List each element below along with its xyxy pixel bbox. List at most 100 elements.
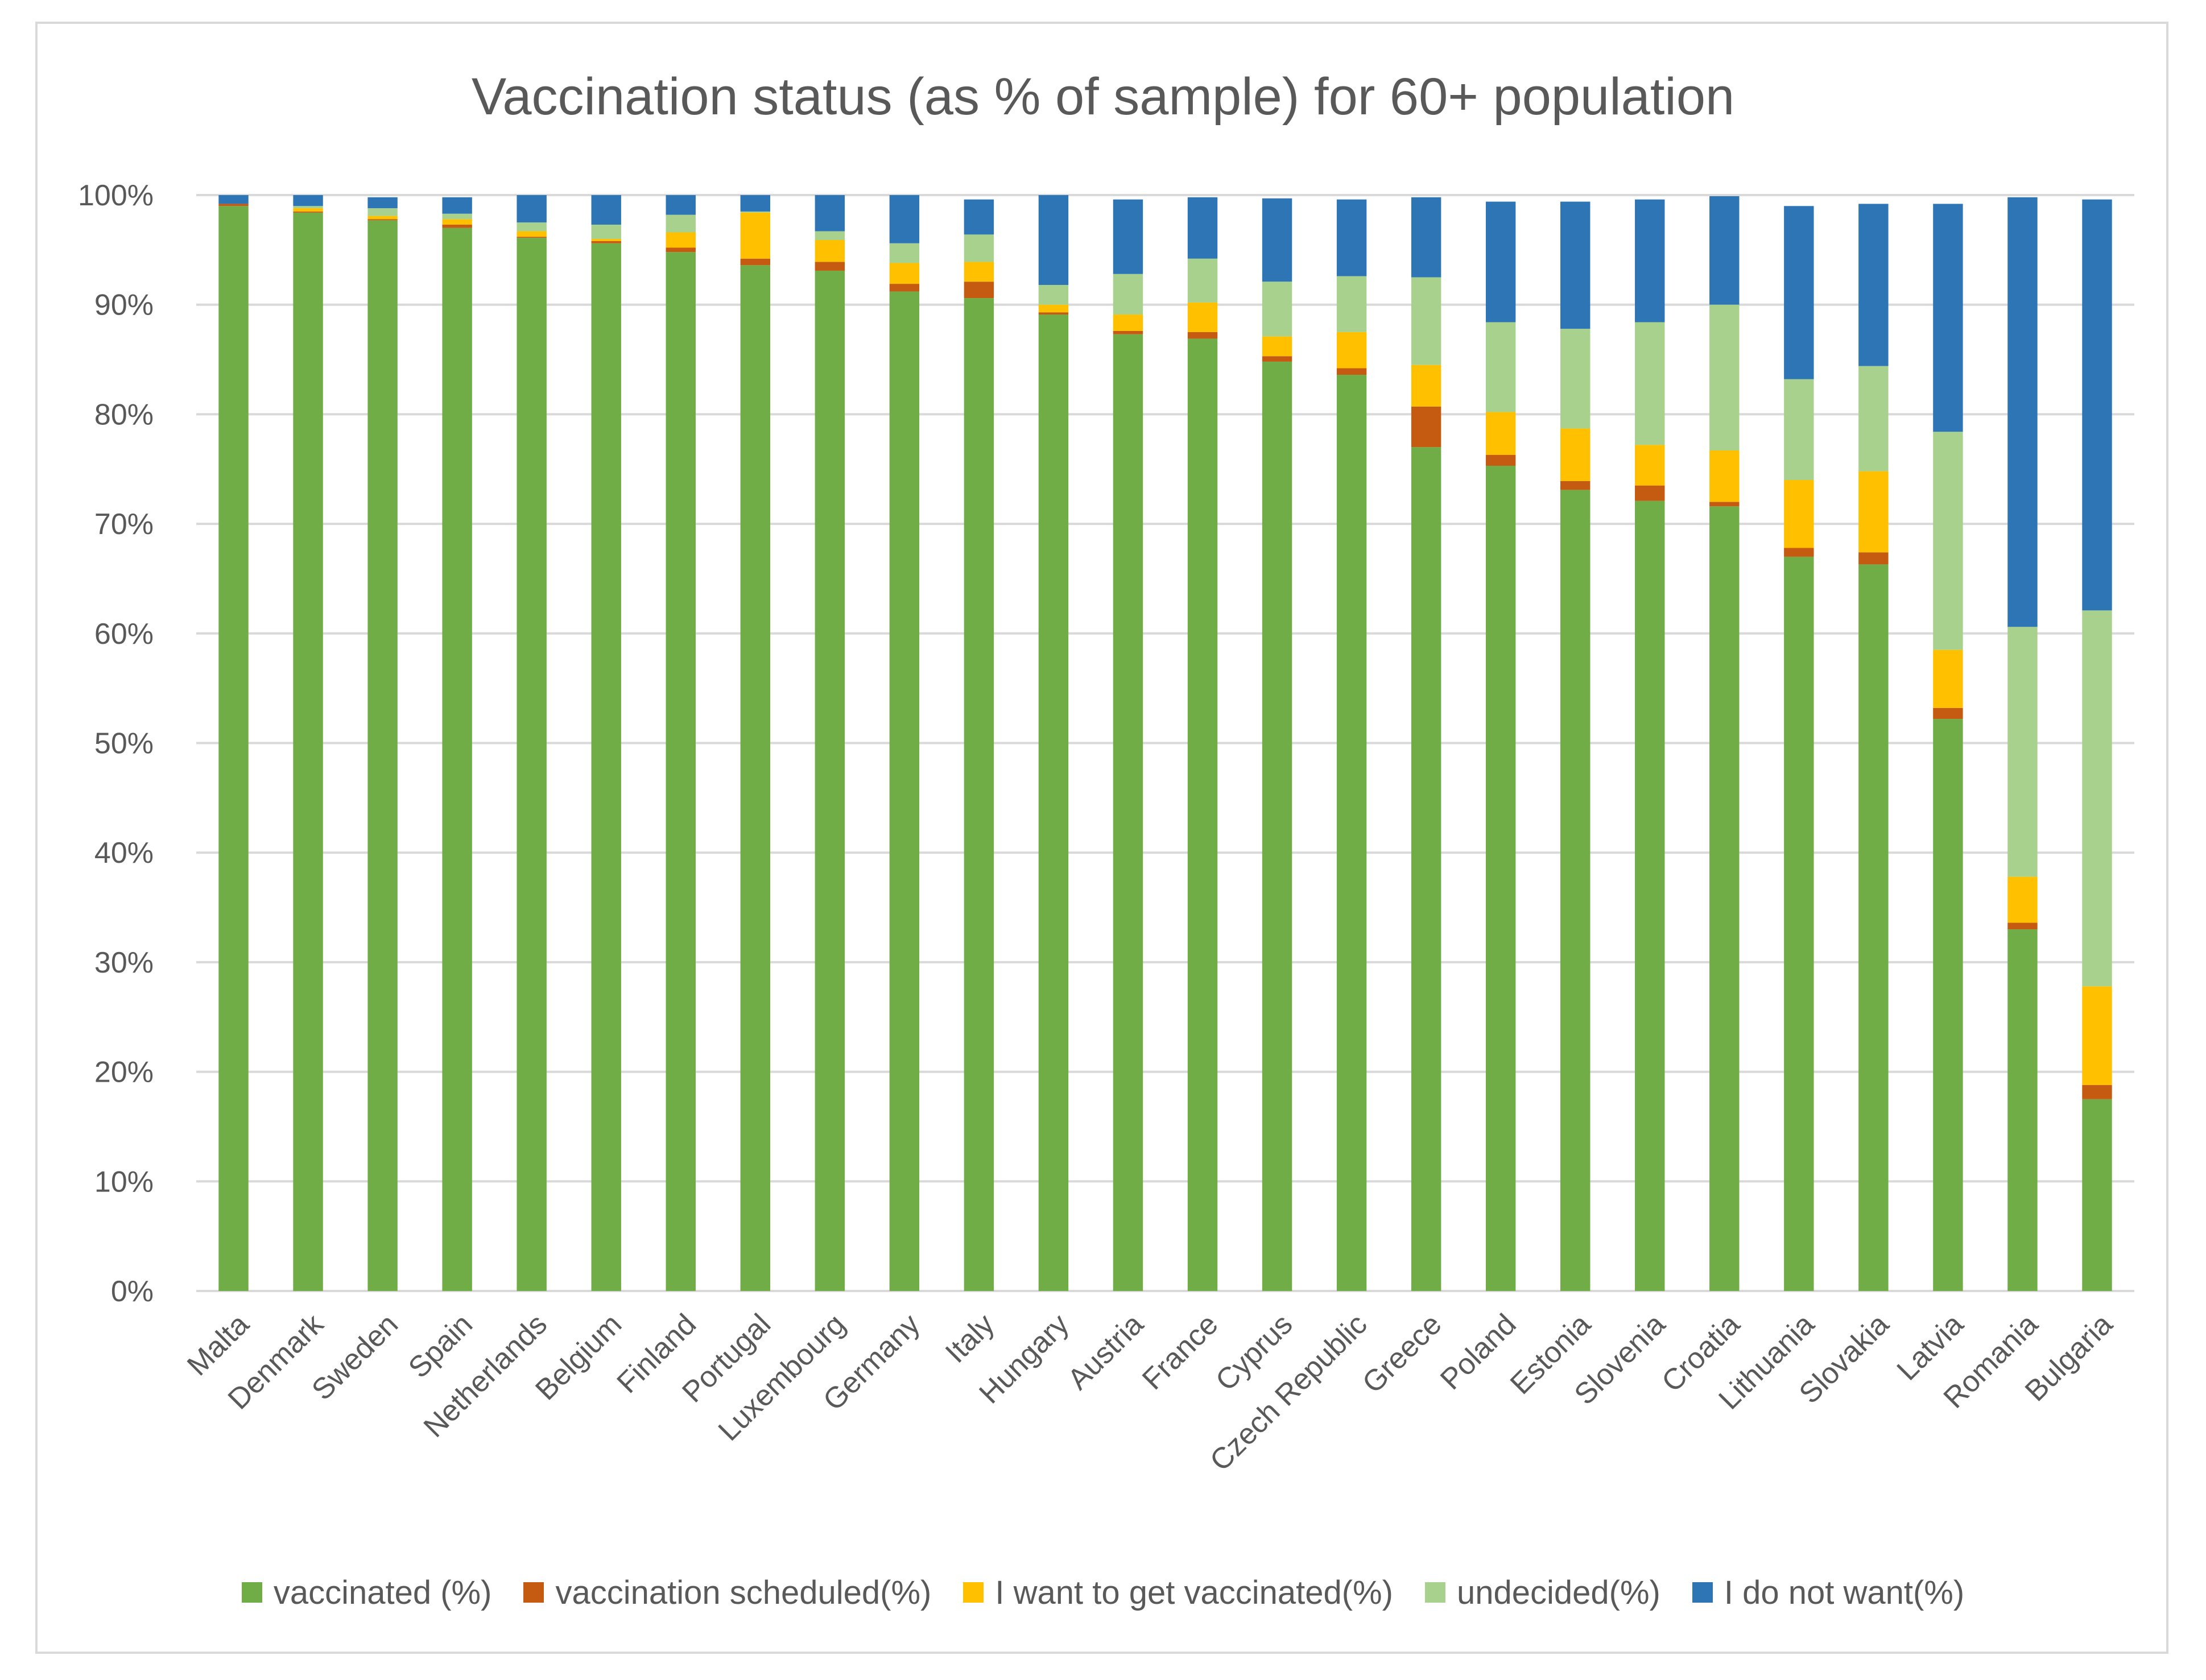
- bar-segment: [740, 195, 770, 212]
- bar-segment: [964, 199, 994, 235]
- legend-label: undecided(%): [1456, 1574, 1660, 1611]
- bar-segment: [2082, 1085, 2112, 1099]
- bar-segment: [1038, 304, 1069, 313]
- bar-segment: [1038, 312, 1069, 315]
- bar-segment: [591, 241, 621, 243]
- bar-segment: [889, 195, 920, 243]
- bar-segment: [293, 206, 323, 209]
- bar-segment: [964, 298, 994, 1292]
- bar-segment: [1560, 428, 1591, 481]
- bar-segment: [1709, 502, 1740, 507]
- legend-label: vaccinated (%): [273, 1574, 492, 1611]
- bar-segment: [2007, 627, 2038, 877]
- bar-segment: [1113, 330, 1143, 334]
- bar-segment: [815, 195, 845, 231]
- y-axis-ticks: 0% 10% 20% 30% 40% 50% 60% 70% 80% 90% 100%: [78, 179, 154, 1308]
- bar-segment: [1262, 198, 1292, 282]
- bar-segment: [367, 197, 398, 209]
- bar-segment: [1262, 336, 1292, 357]
- bar-segment: [1709, 450, 1740, 502]
- bar-segment: [740, 211, 770, 213]
- y-tick-label: 60%: [94, 618, 154, 651]
- bar-segment: [815, 262, 845, 271]
- bar-segment: [1858, 471, 1889, 553]
- bar-segment: [1113, 274, 1143, 315]
- bar-segment: [1933, 204, 1963, 432]
- bar-segment: [1858, 552, 1889, 565]
- bar-segment: [1336, 199, 1367, 276]
- bar-segment: [1784, 379, 1814, 481]
- bar-segment: [2082, 199, 2112, 611]
- bar-segment: [740, 265, 770, 1291]
- bar-segment: [2082, 610, 2112, 987]
- bar-segment: [1262, 361, 1292, 1291]
- bar-segment: [666, 214, 696, 233]
- bar-segment: [517, 222, 547, 231]
- legend-label: vaccination scheduled(%): [555, 1574, 932, 1611]
- y-tick-label: 50%: [94, 727, 154, 760]
- y-tick-label: 80%: [94, 398, 154, 431]
- bar-segment: [2007, 876, 2038, 923]
- bar-segment: [2007, 929, 2038, 1291]
- bar-segment: [964, 262, 994, 282]
- bar-segment: [1336, 375, 1367, 1291]
- bar-segment: [1933, 649, 1963, 708]
- bar-segment: [1411, 406, 1441, 448]
- bar-segment: [442, 227, 472, 1291]
- bar-segment: [2082, 986, 2112, 1085]
- bar-segment: [367, 219, 398, 221]
- bar-segment: [293, 211, 323, 213]
- bar-segment: [517, 237, 547, 238]
- bar-segment: [1113, 199, 1143, 274]
- bar-segment: [666, 247, 696, 253]
- bar-segment: [442, 213, 472, 220]
- bar-segment: [1113, 315, 1143, 331]
- bar-segment: [815, 270, 845, 1291]
- legend-item: I do not want(%): [1692, 1574, 1964, 1612]
- bar-segment: [1187, 302, 1218, 332]
- bar-segment: [815, 240, 845, 262]
- bar-segment: [218, 206, 249, 1291]
- bar-segment: [1784, 206, 1814, 379]
- bar-segment: [1709, 196, 1740, 305]
- bar-segment: [1784, 556, 1814, 1292]
- bar-segment: [1635, 485, 1665, 501]
- y-tick-label: 100%: [78, 179, 154, 212]
- y-tick-label: 0%: [111, 1275, 154, 1308]
- bar-segment: [591, 239, 621, 241]
- bar-segment: [1560, 201, 1591, 329]
- bar-segment: [1635, 445, 1665, 486]
- y-tick-label: 70%: [94, 508, 154, 541]
- bar-segment: [1187, 338, 1218, 1291]
- bar-segment: [964, 282, 994, 299]
- bar-segment: [218, 204, 249, 206]
- bar-segment: [1635, 322, 1665, 445]
- bar-segment: [1113, 334, 1143, 1291]
- bar-segment: [1933, 707, 1963, 719]
- y-tick-label: 30%: [94, 946, 154, 979]
- bar-segment: [1560, 481, 1591, 490]
- bar-segment: [293, 195, 323, 206]
- bar-segment: [1187, 197, 1218, 259]
- bar-segment: [1038, 285, 1069, 305]
- legend: vaccinated (%) vaccination scheduled(%) I …: [0, 1570, 2206, 1615]
- bar-segment: [1858, 564, 1889, 1292]
- bar-segment: [367, 208, 398, 216]
- bar-segment: [1411, 197, 1441, 278]
- bar-segment: [889, 243, 920, 263]
- legend-swatch: [241, 1582, 262, 1603]
- bar-segment: [2007, 922, 2038, 930]
- legend-item: I want to get vaccinated(%): [963, 1574, 1393, 1612]
- bar-segment: [1336, 276, 1367, 332]
- bar-segment: [367, 216, 398, 220]
- bar-segment: [889, 291, 920, 1292]
- bar-segment: [1187, 332, 1218, 339]
- bar-segment: [1336, 332, 1367, 369]
- x-tick-label: Austria: [1061, 1307, 1150, 1396]
- bar-segment: [889, 263, 920, 284]
- bar-segment: [1635, 199, 1665, 322]
- legend-swatch: [1424, 1582, 1445, 1603]
- bar-segment: [1411, 277, 1441, 365]
- bar-segment: [815, 231, 845, 241]
- bar-segment: [1933, 432, 1963, 650]
